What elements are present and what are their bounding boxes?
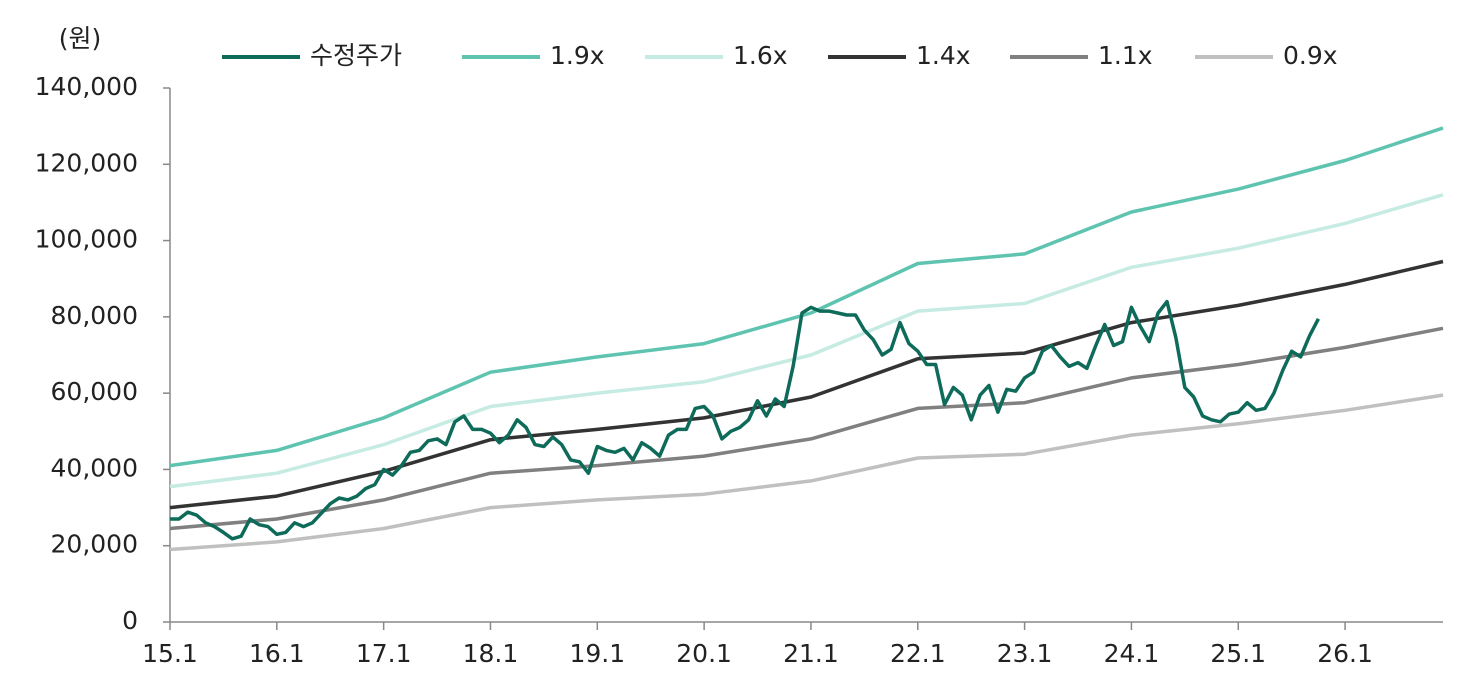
series-line <box>170 299 1320 541</box>
series-line <box>169 393 1444 552</box>
x-tick-label: 26.1 <box>1317 639 1373 668</box>
y-tick-label: 40,000 <box>51 453 138 482</box>
legend-label: 수정주가 <box>310 41 402 70</box>
x-tick-label: 17.1 <box>356 639 412 668</box>
series-line <box>169 259 1444 510</box>
y-tick-label: 100,000 <box>35 225 138 254</box>
y-tick-label: 80,000 <box>51 301 138 330</box>
legend-label: 1.9x <box>550 41 605 70</box>
x-tick-label: 20.1 <box>676 639 732 668</box>
x-tick-label: 24.1 <box>1104 639 1160 668</box>
y-tick-label: 140,000 <box>35 72 138 101</box>
x-tick-label: 21.1 <box>783 639 839 668</box>
y-tick-label: 20,000 <box>51 530 138 559</box>
x-tick-label: 23.1 <box>997 639 1053 668</box>
x-tick-label: 25.1 <box>1210 639 1266 668</box>
series-line <box>169 193 1444 489</box>
legend-label: 1.4x <box>916 41 971 70</box>
y-axis-unit: (원) <box>59 24 102 53</box>
x-tick-label: 18.1 <box>463 639 519 668</box>
series-line <box>169 326 1444 531</box>
legend-label: 1.1x <box>1098 41 1153 70</box>
series-line <box>169 126 1444 468</box>
x-tick-label: 19.1 <box>569 639 625 668</box>
y-tick-label: 120,000 <box>35 148 138 177</box>
x-tick-label: 22.1 <box>890 639 946 668</box>
legend-label: 1.6x <box>733 41 788 70</box>
y-tick-label: 0 <box>122 606 138 635</box>
y-tick-label: 60,000 <box>51 377 138 406</box>
legend-label: 0.9x <box>1283 41 1338 70</box>
x-tick-label: 16.1 <box>249 639 305 668</box>
x-tick-label: 15.1 <box>142 639 198 668</box>
